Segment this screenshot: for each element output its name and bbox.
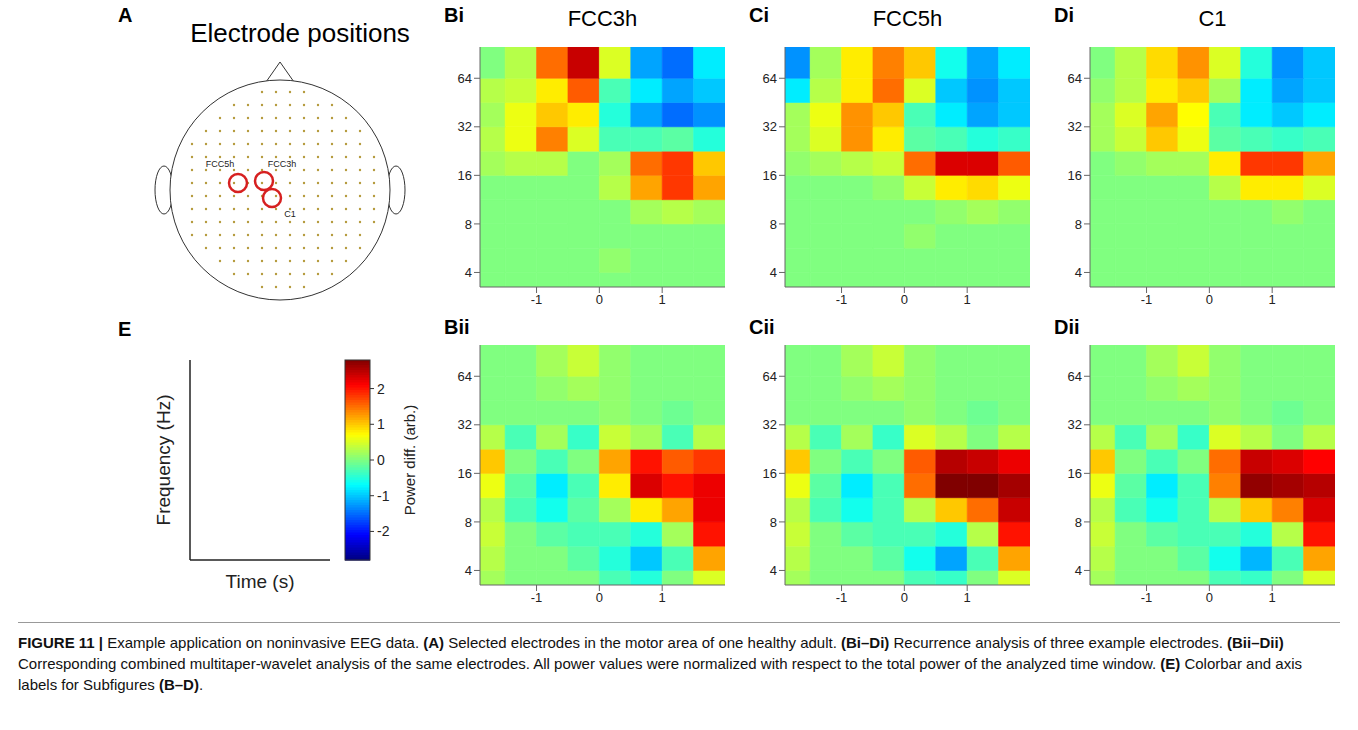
html-text:Di: Di xyxy=(1054,4,1074,26)
svg-text:Frequency (Hz): Frequency (Hz) xyxy=(153,395,174,526)
html-text:FIGURE 11 | Example applicatio: FIGURE 11 | Example application on nonin… xyxy=(18,634,1284,651)
svg-text:8: 8 xyxy=(770,217,777,232)
svg-text:Power diff. (arb.): Power diff. (arb.) xyxy=(401,405,418,516)
html-text:Bi: Bi xyxy=(444,4,464,26)
svg-text:FCC3h: FCC3h xyxy=(268,159,297,169)
svg-text:32: 32 xyxy=(1068,119,1082,134)
svg-text:8: 8 xyxy=(465,515,472,530)
svg-text:-2: -2 xyxy=(377,523,390,539)
svg-text:32: 32 xyxy=(458,417,472,432)
svg-text:4: 4 xyxy=(465,563,472,578)
svg-text:32: 32 xyxy=(763,417,777,432)
svg-text:64: 64 xyxy=(458,369,472,384)
svg-text:32: 32 xyxy=(458,119,472,134)
svg-text:C1: C1 xyxy=(284,209,296,219)
svg-text:4: 4 xyxy=(1075,563,1082,578)
svg-text:0: 0 xyxy=(1206,292,1213,307)
svg-text:-1: -1 xyxy=(1141,590,1153,605)
svg-text:32: 32 xyxy=(763,119,777,134)
svg-text:64: 64 xyxy=(763,71,777,86)
svg-text:0: 0 xyxy=(596,590,603,605)
svg-text:FCC5h: FCC5h xyxy=(206,159,235,169)
html-text:Dii: Dii xyxy=(1054,316,1080,338)
svg-text:1: 1 xyxy=(659,590,666,605)
svg-text:-1: -1 xyxy=(836,590,848,605)
svg-text:16: 16 xyxy=(763,168,777,183)
svg-text:4: 4 xyxy=(1075,265,1082,280)
html-text:Cii: Cii xyxy=(749,316,775,338)
svg-text:8: 8 xyxy=(465,217,472,232)
svg-text:16: 16 xyxy=(458,168,472,183)
svg-text:64: 64 xyxy=(458,71,472,86)
svg-text:32: 32 xyxy=(1068,417,1082,432)
svg-text:4: 4 xyxy=(770,563,777,578)
svg-text:-1: -1 xyxy=(531,292,543,307)
html-text:FCC5h: FCC5h xyxy=(872,6,943,31)
svg-text:1: 1 xyxy=(964,590,971,605)
svg-text:0: 0 xyxy=(377,452,385,468)
svg-text:1: 1 xyxy=(659,292,666,307)
svg-text:64: 64 xyxy=(1068,71,1082,86)
svg-text:0: 0 xyxy=(596,292,603,307)
svg-text:-1: -1 xyxy=(836,292,848,307)
svg-text:64: 64 xyxy=(1068,369,1082,384)
svg-text:0: 0 xyxy=(901,292,908,307)
svg-text:1: 1 xyxy=(1269,292,1276,307)
svg-text:16: 16 xyxy=(1068,466,1082,481)
svg-text:Time (s): Time (s) xyxy=(226,571,295,592)
svg-text:1: 1 xyxy=(1269,590,1276,605)
svg-text:16: 16 xyxy=(1068,168,1082,183)
svg-text:16: 16 xyxy=(763,466,777,481)
html-text:Corresponding combined multita: Corresponding combined multitaper-wavele… xyxy=(18,655,1302,693)
html-text:FCC3h: FCC3h xyxy=(567,6,638,31)
svg-text:64: 64 xyxy=(763,369,777,384)
svg-text:4: 4 xyxy=(465,265,472,280)
svg-text:1: 1 xyxy=(377,416,385,432)
svg-text:2: 2 xyxy=(377,381,385,397)
svg-text:16: 16 xyxy=(458,466,472,481)
svg-text:0: 0 xyxy=(901,590,908,605)
svg-text:8: 8 xyxy=(1075,515,1082,530)
svg-text:-1: -1 xyxy=(531,590,543,605)
html-text:Electrode positions: Electrode positions xyxy=(190,18,410,48)
svg-text:-1: -1 xyxy=(377,488,390,504)
svg-text:8: 8 xyxy=(770,515,777,530)
html-text:E: E xyxy=(118,318,132,340)
svg-text:1: 1 xyxy=(964,292,971,307)
svg-text:8: 8 xyxy=(1075,217,1082,232)
svg-text:0: 0 xyxy=(1206,590,1213,605)
html-text:C1: C1 xyxy=(1198,6,1227,31)
html-text:Ci: Ci xyxy=(749,4,769,26)
svg-text:4: 4 xyxy=(770,265,777,280)
svg-text:-1: -1 xyxy=(1141,292,1153,307)
html-text:A: A xyxy=(118,4,133,26)
html-text:Bii: Bii xyxy=(444,316,470,338)
